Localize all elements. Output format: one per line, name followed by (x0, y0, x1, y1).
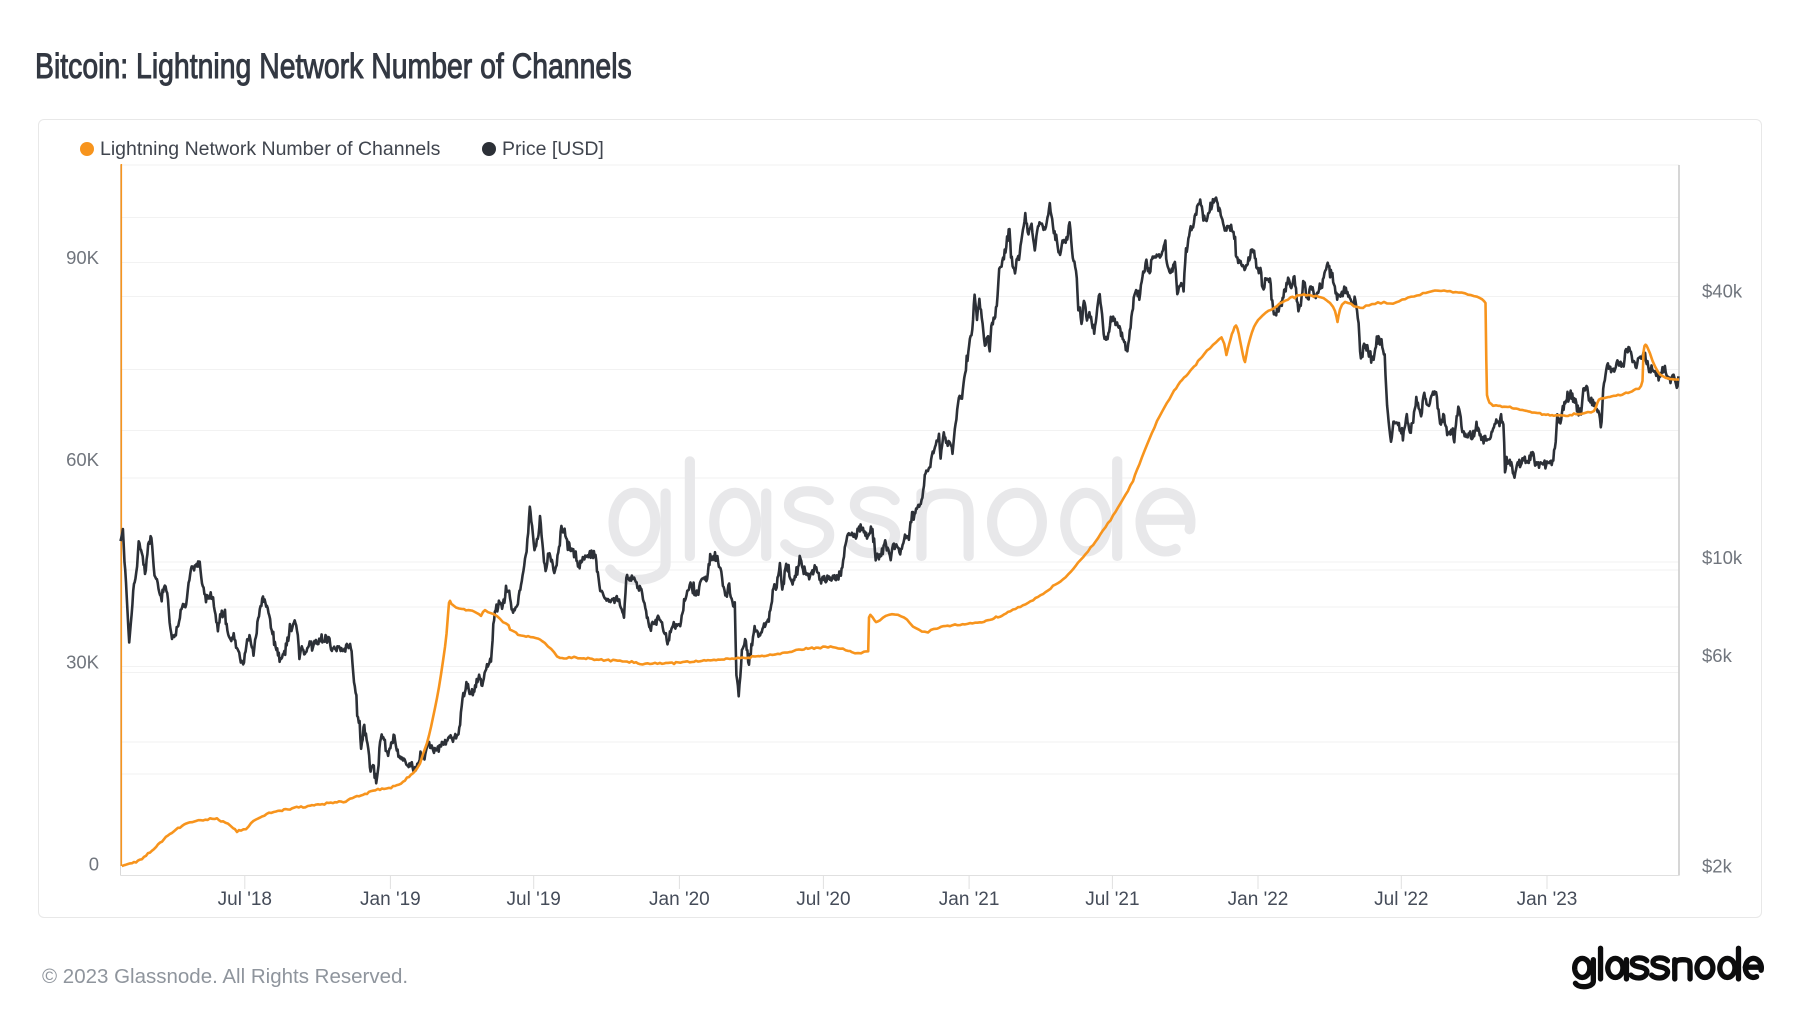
svg-text:Jul '20: Jul '20 (796, 889, 850, 910)
svg-text:0: 0 (89, 854, 99, 875)
svg-text:Jan '22: Jan '22 (1228, 889, 1289, 910)
svg-text:$10k: $10k (1702, 547, 1743, 568)
svg-text:90K: 90K (66, 247, 100, 268)
svg-text:Jul '19: Jul '19 (507, 889, 561, 910)
svg-text:30K: 30K (66, 651, 100, 672)
svg-text:$40k: $40k (1702, 281, 1743, 302)
svg-text:Jul '18: Jul '18 (218, 889, 272, 910)
svg-text:$6k: $6k (1702, 645, 1733, 666)
svg-text:60K: 60K (66, 449, 100, 470)
svg-text:Jul '21: Jul '21 (1085, 889, 1139, 910)
svg-text:Jul '22: Jul '22 (1374, 889, 1428, 910)
svg-text:Jan '23: Jan '23 (1517, 889, 1578, 910)
svg-text:Jan '21: Jan '21 (939, 889, 1000, 910)
svg-text:$2k: $2k (1702, 856, 1733, 877)
svg-text:Jan '20: Jan '20 (649, 889, 710, 910)
svg-text:Jan '19: Jan '19 (360, 889, 421, 910)
